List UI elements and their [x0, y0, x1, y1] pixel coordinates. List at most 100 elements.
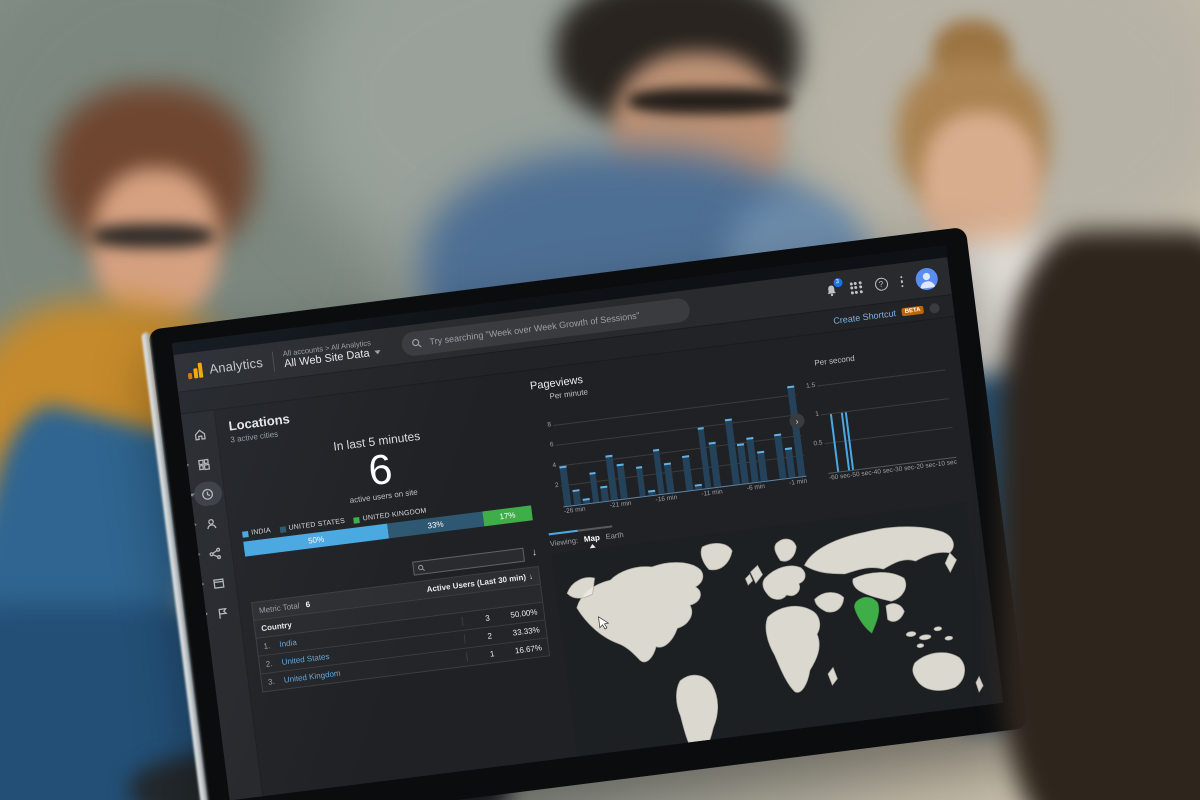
monitor: Analytics All accounts > All Analytics A…: [141, 226, 1029, 800]
map-east-asia: [852, 572, 907, 602]
person-icon: [920, 272, 936, 289]
expand-arrow-icon: [204, 611, 208, 617]
earth-option[interactable]: Earth: [605, 530, 625, 542]
bell-icon: [827, 285, 836, 297]
y-axis-label: 1: [814, 410, 820, 419]
sidebar-item-behavior[interactable]: [200, 569, 234, 596]
y-axis-label: 6: [549, 441, 555, 449]
download-arrow-icon[interactable]: ↓: [531, 547, 538, 559]
overflow-icon: [899, 275, 904, 288]
bar: [694, 483, 703, 490]
map-russia-asia: [804, 526, 954, 575]
map-new-zealand: [975, 675, 984, 693]
map-greenland: [700, 543, 733, 571]
map-southeast-asia: [885, 603, 905, 622]
person-center-glasses: [628, 88, 790, 114]
x-axis-label: -26 min: [563, 505, 587, 516]
map-island: [916, 643, 925, 648]
world-map[interactable]: [551, 501, 992, 758]
audience-person-icon: [207, 518, 217, 529]
sidebar-item-home[interactable]: [185, 421, 216, 448]
per-minute-plot: 2 4 6 8 -26 min -21 min -16 min -11 min -6 min -1…: [547, 375, 808, 515]
x-axis-label: -30 sec: [892, 464, 915, 474]
legend-swatch-icon: [353, 516, 361, 524]
x-axis-label: -6 min: [746, 482, 766, 493]
bar: [572, 489, 581, 505]
map-island: [933, 626, 943, 632]
map-south-america: [676, 674, 718, 758]
table-toolbar: ↓: [248, 546, 538, 596]
per-second-plot: 0.5 1 1.5 -60 sec -50 sec -40 sec -30 sec -20 s…: [806, 356, 958, 482]
map-middle-east: [814, 592, 845, 613]
x-axis-label: -60 sec: [828, 472, 851, 482]
sidebar-item-customization[interactable]: [185, 450, 219, 477]
nav-rail: [180, 410, 264, 800]
app-bar: Analytics All accounts > All Analytics A…: [173, 257, 952, 393]
map-island: [905, 631, 917, 637]
realtime-clock-icon: [202, 488, 213, 500]
apps-button[interactable]: [849, 280, 863, 295]
row-users: 2: [463, 630, 499, 644]
row-share: 33.33%: [512, 625, 541, 638]
create-shortcut-link[interactable]: Create Shortcut: [832, 307, 897, 326]
row-share: 16.67%: [514, 643, 543, 656]
map-japan: [944, 552, 957, 574]
map-australia: [912, 652, 965, 691]
analytics-logo-icon: [187, 362, 204, 380]
mouse-cursor-icon: [597, 616, 609, 630]
y-axis-label: 1.5: [805, 382, 816, 391]
metric-total-label: Metric Total: [258, 601, 301, 616]
bar: [582, 497, 591, 504]
bar: [600, 485, 609, 502]
map-europe: [762, 565, 806, 600]
legend-swatch-icon: [279, 525, 287, 533]
conversions-flag-icon: [218, 607, 228, 619]
map-country-india-highlight: [854, 596, 880, 634]
row-rank: 3.: [267, 677, 276, 687]
x-axis-label: -50 sec: [849, 469, 872, 480]
sort-arrow-icon: ↓: [528, 571, 534, 582]
expand-arrow-icon: [196, 552, 201, 557]
product-name: Analytics: [208, 354, 264, 377]
search-input[interactable]: Try searching "Week over Week Growth of …: [400, 296, 691, 357]
sidebar-item-acquisition[interactable]: [196, 540, 231, 567]
notifications-button[interactable]: 3: [824, 277, 843, 297]
viewing-label: Viewing:: [549, 535, 579, 549]
x-axis-label: -16 min: [655, 494, 678, 504]
overflow-menu-button[interactable]: [899, 275, 904, 288]
map-north-america: [576, 562, 704, 663]
home-icon: [194, 428, 206, 441]
divider: [271, 351, 275, 372]
x-axis-label: -1 min: [788, 477, 808, 487]
sidebar-item-conversions[interactable]: [204, 599, 238, 626]
stacked-bar-segment: 17%: [482, 505, 533, 527]
world-map-svg: [566, 526, 984, 758]
row-users: 3: [461, 612, 497, 627]
x-axis-label: -11 min: [701, 488, 724, 498]
sidebar-item-audience[interactable]: [193, 510, 227, 537]
foreground-person-hair: [1000, 230, 1200, 800]
acquisition-share-icon: [209, 547, 222, 559]
map-island: [944, 635, 953, 641]
info-icon[interactable]: [928, 302, 941, 314]
property-switcher[interactable]: All accounts > All Analytics All Web Sit…: [282, 337, 381, 370]
apps-grid-icon: [849, 280, 863, 295]
help-button[interactable]: ?: [873, 277, 889, 292]
map-africa: [765, 605, 821, 693]
x-axis-label: -10 sec: [935, 458, 958, 469]
row-share: 50.00%: [509, 607, 538, 620]
table-search-input[interactable]: [412, 547, 526, 576]
map-island: [919, 634, 932, 641]
legend-swatch-icon: [241, 530, 249, 538]
avatar[interactable]: [914, 266, 939, 291]
sidebar-item-realtime[interactable]: [188, 480, 223, 508]
expand-arrow-icon: [193, 522, 197, 527]
analytics-dashboard: Analytics All accounts > All Analytics A…: [171, 245, 1004, 800]
map-option-selected[interactable]: Map: [583, 533, 601, 544]
chevron-down-icon: [374, 350, 381, 355]
map-united-kingdom: [750, 564, 763, 584]
y-axis-label: 8: [547, 421, 552, 429]
metric-total-value: 6: [305, 599, 311, 610]
map-madagascar: [827, 666, 838, 686]
